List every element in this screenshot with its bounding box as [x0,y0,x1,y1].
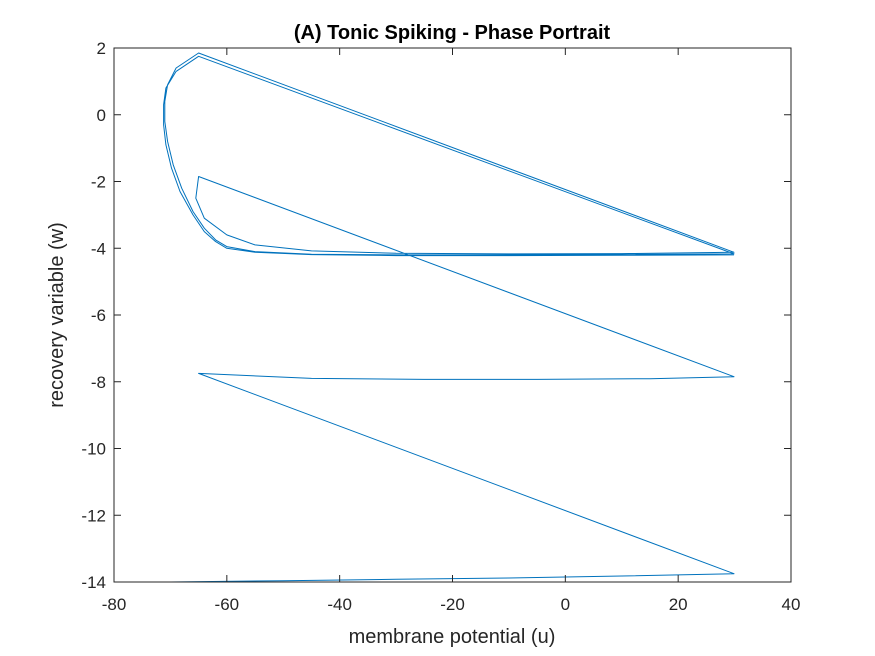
y-tick-label: -4 [91,239,106,258]
y-tick-label: 0 [97,106,106,125]
chart-title: (A) Tonic Spiking - Phase Portrait [294,22,611,44]
tick-marks [113,47,792,583]
y-tick-label: -6 [91,306,106,325]
y-tick-label: -14 [81,573,106,592]
y-tick-label: -8 [91,373,106,392]
y-tick-label: -12 [81,506,106,525]
x-axis-label: membrane potential (u) [349,626,556,648]
x-tick-label: 40 [782,595,801,614]
y-tick-label: -10 [81,440,106,459]
trajectory-line [163,52,735,583]
x-tick-label: -20 [440,595,465,614]
x-tick-label: -80 [102,595,127,614]
data-lines [163,52,735,583]
y-axis-label: recovery variable (w) [46,222,68,408]
y-tick-label: -2 [91,173,106,192]
tick-labels: -80 -60 -40 -20 0 20 40-14-12-10-8-6-4-202 [81,39,800,614]
y-tick-label: 2 [97,39,106,58]
x-tick-label: -60 [215,595,240,614]
x-tick-label: 0 [561,595,570,614]
plot-area [114,48,791,582]
x-tick-label: 20 [669,595,688,614]
x-tick-label: -40 [327,595,352,614]
